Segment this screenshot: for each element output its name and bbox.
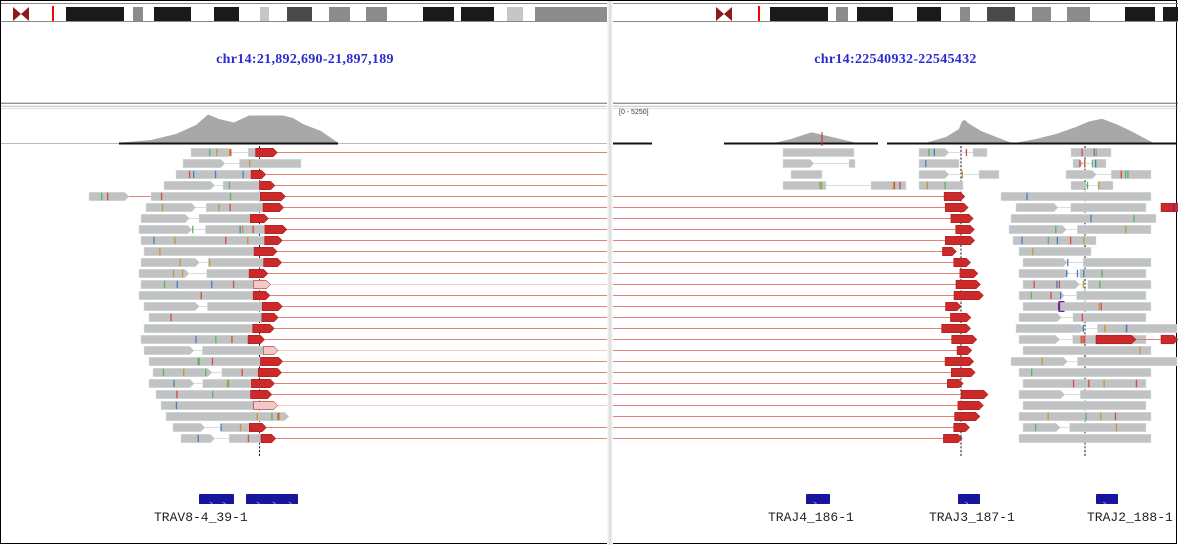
svg-text:>: >	[1103, 500, 1107, 504]
svg-text:>: >	[256, 500, 260, 504]
svg-text:>: >	[222, 500, 226, 504]
svg-text:>: >	[209, 500, 213, 504]
svg-text:>: >	[813, 500, 817, 504]
svg-text:>: >	[272, 500, 276, 504]
svg-text:>: >	[965, 500, 969, 504]
svg-text:>: >	[288, 500, 292, 504]
